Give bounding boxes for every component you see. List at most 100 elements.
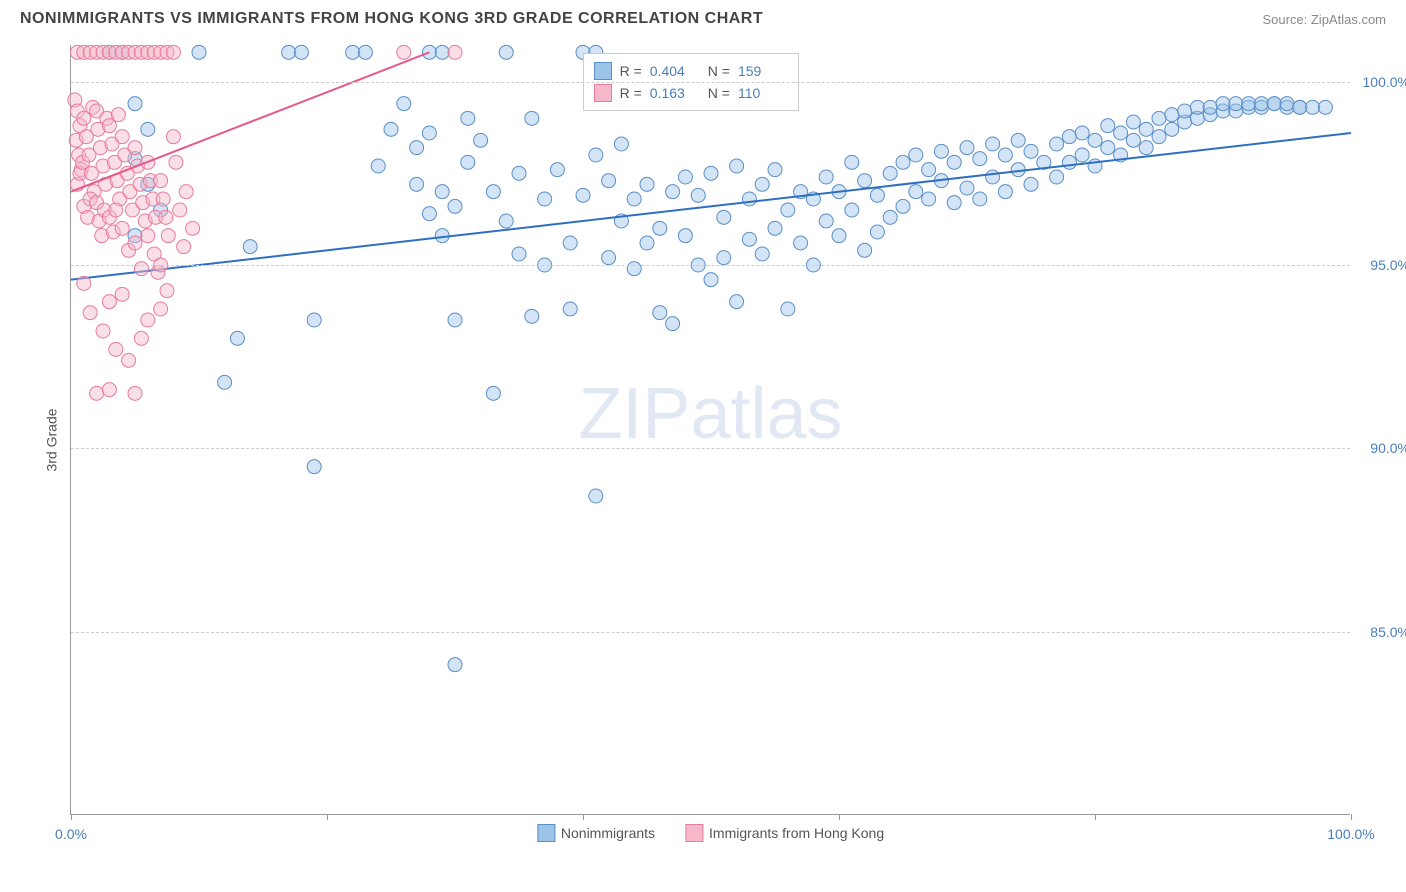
legend-label: Immigrants from Hong Kong <box>709 825 884 841</box>
data-point <box>111 108 125 122</box>
y-tick-label: 100.0% <box>1363 74 1406 90</box>
r-label: R = <box>620 82 642 104</box>
data-point <box>730 295 744 309</box>
data-point <box>909 185 923 199</box>
data-point <box>986 170 1000 184</box>
data-point <box>947 155 961 169</box>
data-point <box>512 166 526 180</box>
data-point <box>160 284 174 298</box>
data-point <box>1114 126 1128 140</box>
x-tick <box>583 814 584 820</box>
data-point <box>678 170 692 184</box>
data-point <box>1075 126 1089 140</box>
data-point <box>173 203 187 217</box>
trend-line <box>71 133 1351 280</box>
data-point <box>448 658 462 672</box>
x-tick <box>71 814 72 820</box>
data-point <box>922 163 936 177</box>
grid-line <box>71 265 1350 266</box>
data-point <box>1050 170 1064 184</box>
data-point <box>435 45 449 59</box>
data-point <box>1139 122 1153 136</box>
data-point <box>858 243 872 257</box>
data-point <box>141 313 155 327</box>
data-point <box>755 247 769 261</box>
data-point <box>832 229 846 243</box>
bottom-legend-item: Nonimmigrants <box>537 824 655 842</box>
data-point <box>1229 97 1243 111</box>
data-point <box>742 232 756 246</box>
chart-container: 3rd Grade ZIPatlas R = 0.404 N = 159 R =… <box>60 45 1380 835</box>
data-point <box>614 137 628 151</box>
data-point <box>794 236 808 250</box>
data-point <box>819 170 833 184</box>
data-point <box>448 199 462 213</box>
data-point <box>1024 177 1038 191</box>
data-point <box>1280 97 1294 111</box>
data-point <box>1050 137 1064 151</box>
n-value: 159 <box>738 60 788 82</box>
data-point <box>704 273 718 287</box>
data-point <box>128 386 142 400</box>
data-point <box>1126 115 1140 129</box>
data-point <box>742 192 756 206</box>
data-point <box>781 203 795 217</box>
data-point <box>77 276 91 290</box>
data-point <box>640 236 654 250</box>
data-point <box>422 126 436 140</box>
data-point <box>678 229 692 243</box>
data-point <box>640 177 654 191</box>
y-tick-label: 85.0% <box>1370 624 1406 640</box>
bottom-legend: Nonimmigrants Immigrants from Hong Kong <box>537 824 884 842</box>
data-point <box>960 181 974 195</box>
data-point <box>730 159 744 173</box>
data-point <box>397 45 411 59</box>
data-point <box>870 188 884 202</box>
legend-swatch <box>594 62 612 80</box>
data-point <box>243 240 257 254</box>
data-point <box>589 489 603 503</box>
y-tick-label: 95.0% <box>1370 257 1406 273</box>
data-point <box>755 177 769 191</box>
data-point <box>998 185 1012 199</box>
data-point <box>819 214 833 228</box>
data-point <box>627 262 641 276</box>
data-point <box>422 207 436 221</box>
data-point <box>134 331 148 345</box>
data-point <box>122 353 136 367</box>
data-point <box>410 177 424 191</box>
data-point <box>448 313 462 327</box>
x-tick <box>1351 814 1352 820</box>
data-point <box>102 295 116 309</box>
data-point <box>602 251 616 265</box>
data-point <box>973 152 987 166</box>
data-point <box>346 45 360 59</box>
data-point <box>1101 141 1115 155</box>
data-point <box>109 342 123 356</box>
data-point <box>1011 133 1025 147</box>
scatter-svg <box>71 45 1350 814</box>
data-point <box>1165 108 1179 122</box>
data-point <box>128 141 142 155</box>
data-point <box>768 163 782 177</box>
data-point <box>83 306 97 320</box>
data-point <box>1254 97 1268 111</box>
data-point <box>870 225 884 239</box>
data-point <box>397 97 411 111</box>
stats-legend-row: R = 0.163 N = 110 <box>594 82 788 104</box>
data-point <box>883 166 897 180</box>
data-point <box>627 192 641 206</box>
data-point <box>159 210 173 224</box>
data-point <box>704 166 718 180</box>
data-point <box>1318 100 1332 114</box>
data-point <box>307 313 321 327</box>
data-point <box>1306 100 1320 114</box>
data-point <box>1062 155 1076 169</box>
data-point <box>563 302 577 316</box>
data-point <box>461 155 475 169</box>
data-point <box>179 185 193 199</box>
x-tick <box>327 814 328 820</box>
data-point <box>934 144 948 158</box>
data-point <box>115 287 129 301</box>
legend-swatch <box>537 824 555 842</box>
